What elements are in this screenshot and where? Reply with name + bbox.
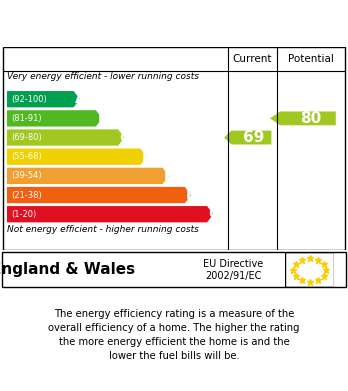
Text: Very energy efficient - lower running costs: Very energy efficient - lower running co… <box>7 72 199 81</box>
Text: (69-80): (69-80) <box>11 133 42 142</box>
Polygon shape <box>7 206 213 222</box>
Text: (39-54): (39-54) <box>11 171 42 180</box>
Text: F: F <box>186 188 196 202</box>
Text: (55-68): (55-68) <box>11 152 42 161</box>
Text: 80: 80 <box>300 111 321 126</box>
Text: The energy efficiency rating is a measure of the
overall efficiency of a home. T: The energy efficiency rating is a measur… <box>48 309 300 361</box>
Polygon shape <box>7 168 169 184</box>
Polygon shape <box>7 149 147 165</box>
Text: EU Directive
2002/91/EC: EU Directive 2002/91/EC <box>203 259 263 281</box>
Text: A: A <box>75 92 86 106</box>
Text: (1-20): (1-20) <box>11 210 37 219</box>
Text: Energy Efficiency Rating: Energy Efficiency Rating <box>50 14 298 32</box>
Text: (81-91): (81-91) <box>11 114 42 123</box>
Text: G: G <box>208 207 220 221</box>
Polygon shape <box>270 111 336 125</box>
Polygon shape <box>7 110 102 127</box>
Polygon shape <box>7 187 191 203</box>
Text: B: B <box>97 111 108 126</box>
Text: (21-38): (21-38) <box>11 190 42 199</box>
Polygon shape <box>7 129 124 146</box>
Polygon shape <box>7 91 80 108</box>
Text: Current: Current <box>232 54 272 64</box>
Text: (92-100): (92-100) <box>11 95 47 104</box>
Text: C: C <box>119 131 130 145</box>
Text: E: E <box>164 169 174 183</box>
Text: England & Wales: England & Wales <box>0 262 135 277</box>
Text: Not energy efficient - higher running costs: Not energy efficient - higher running co… <box>7 225 199 234</box>
Polygon shape <box>224 131 271 144</box>
Text: 69: 69 <box>243 130 264 145</box>
Text: D: D <box>142 150 153 164</box>
Text: Potential: Potential <box>288 54 333 64</box>
